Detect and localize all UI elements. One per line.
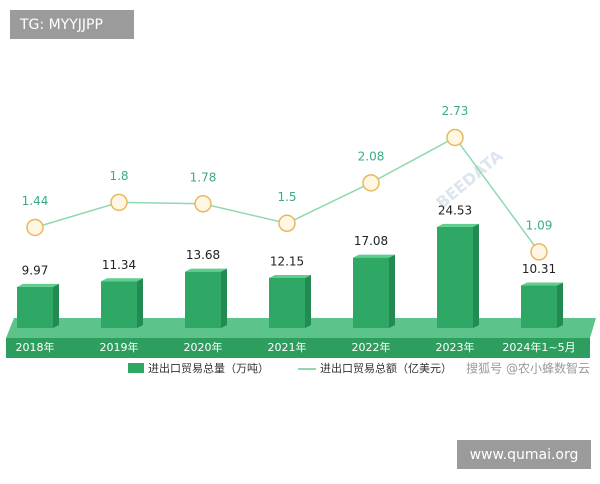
bar-side (557, 282, 563, 328)
value-label: 1.44 (22, 194, 49, 208)
bar-top (521, 282, 563, 286)
watermark-box (457, 440, 591, 469)
value-label: 1.09 (526, 218, 553, 232)
platform-front (6, 338, 590, 358)
line-marker (278, 214, 296, 233)
x-tick-label: 2021年 (268, 340, 307, 354)
bar-side (53, 283, 59, 328)
line-marker (110, 193, 128, 212)
watermark: BEEDATA (432, 146, 506, 213)
x-tick-label: 2018年 (16, 340, 55, 354)
watermark: TG: MYYJJPP (19, 17, 103, 33)
value-label: 11.34 (102, 258, 136, 272)
bar (437, 226, 473, 328)
bar (17, 286, 53, 328)
bar-top (353, 254, 395, 258)
legend-label: 进出口贸易总额（亿美元） (320, 361, 452, 375)
bar-side (305, 274, 311, 328)
line-marker (194, 195, 212, 213)
bar-side (137, 278, 143, 328)
value-label: 1.78 (190, 170, 217, 184)
value-label: 24.53 (438, 203, 472, 217)
x-tick-label: 2019年 (100, 340, 139, 354)
bar-top (185, 268, 227, 272)
value-label: 17.08 (354, 234, 388, 248)
value-label: 13.68 (186, 248, 220, 262)
line-marker (530, 243, 548, 261)
bar-side (389, 254, 395, 328)
value-label: 1.5 (277, 190, 296, 204)
plot: 2018年 2019年 2020年 2021年 2022年 2023年 2024年1~5月 9… (16, 104, 576, 354)
bar (185, 271, 221, 328)
watermark: www.qumai.org (470, 447, 579, 463)
value-label: 12.15 (270, 254, 304, 268)
bar-side (473, 223, 479, 328)
bar (353, 257, 389, 328)
bar-top (101, 278, 143, 282)
bar (521, 285, 557, 328)
bar-side (221, 268, 227, 328)
value-label: 10.31 (522, 262, 556, 276)
value-label: 9.97 (22, 263, 49, 277)
bar-top (17, 283, 59, 287)
value-label: 2.73 (442, 104, 469, 118)
line-marker (26, 218, 44, 237)
watermark: 搜狐号 @农小蜂数智云 (466, 361, 590, 376)
x-tick-label: 2020年 (184, 340, 223, 354)
line-marker (446, 128, 464, 147)
bar-top (437, 223, 479, 227)
value-label: 1.8 (109, 169, 128, 183)
watermark-box (10, 10, 134, 39)
line-marker (362, 174, 380, 192)
legend-swatch (128, 363, 144, 373)
bar (101, 281, 137, 328)
legend-label: 进出口贸易总量（万吨） (148, 361, 269, 375)
x-tick-label: 2023年 (436, 340, 475, 354)
value-label: 2.08 (358, 149, 385, 163)
bar (269, 277, 305, 328)
bar-top (269, 274, 311, 278)
x-tick-label: 2024年1~5月 (502, 340, 575, 354)
x-tick-label: 2022年 (352, 340, 391, 354)
